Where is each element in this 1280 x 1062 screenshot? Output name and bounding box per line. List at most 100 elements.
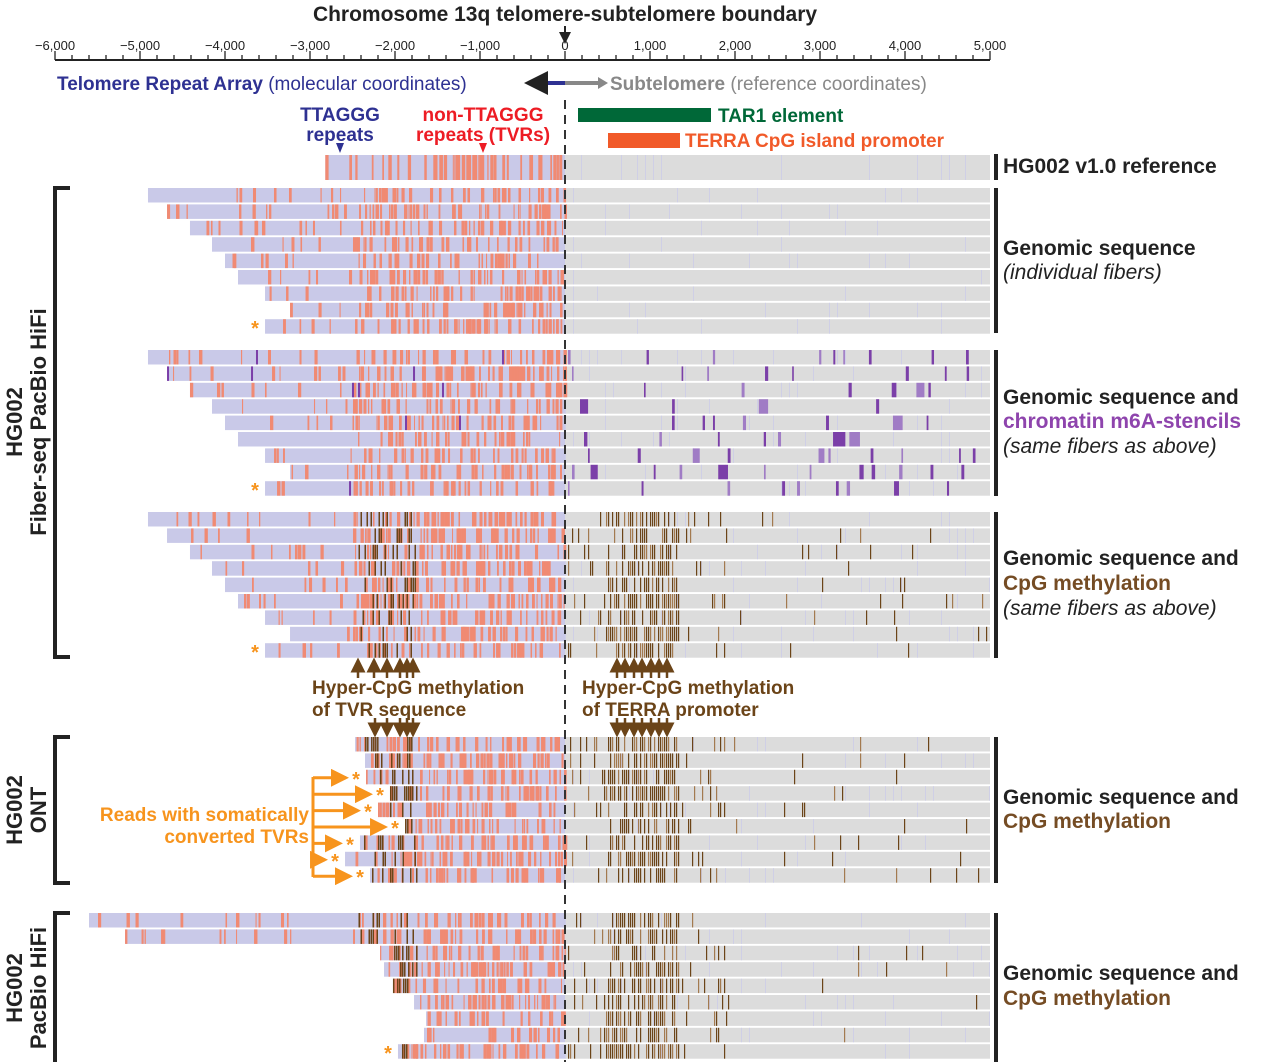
tvr-stripe [423,366,426,381]
faint-stripe [605,220,606,236]
cpg-stripe [406,594,408,609]
tvr-stripe [362,464,366,480]
subtelomere-segment [565,350,990,365]
tvr-stripe [479,913,482,928]
tvr-stripe [390,204,394,219]
cpg-stripe [656,610,658,625]
cpg-stripe [664,1027,666,1043]
tvr-stripe [401,286,404,301]
faint-stripe [765,561,766,576]
tvr-stripe [454,155,456,180]
m6a-stripe [946,481,950,496]
tvr-stripe [527,913,530,928]
asterisk-marker: * [391,818,399,840]
cpg-stripe [646,594,648,609]
tvr-stripe [487,155,489,180]
tvr-stripe [435,382,440,398]
tvr-stripe [447,544,451,560]
faint-stripe [645,945,646,961]
tvr-stripe [517,286,519,301]
faint-stripe [573,626,574,642]
cpg-stripe [654,737,656,752]
tvr-stripe [552,577,556,593]
tvr-stripe [383,382,386,398]
tvr-stripe [404,204,406,219]
cpg-stripe [656,802,658,818]
faint-stripe [837,448,838,463]
tvr-stripe [557,382,561,398]
tvr-stripe [529,561,533,576]
tvr-stripe [473,643,477,658]
faint-stripe [917,302,918,318]
tvr-stripe [350,448,352,463]
tvr-stripe [491,929,493,944]
tvr-stripe [444,366,446,381]
m6a-stripe [702,415,705,431]
ttaggg-label-2: repeats [306,125,374,146]
tvr-stripe [352,415,355,431]
tvr-stripe [421,415,424,431]
tvr-stripe [364,448,367,463]
cpg-stripe [362,610,364,625]
tvr-stripe [540,220,543,236]
m6a-stripe [679,464,683,480]
faint-stripe [701,319,702,334]
tvr-stripe [420,769,423,785]
faint-stripe [669,544,670,560]
cpg-stripe [722,995,724,1010]
faint-stripe [941,302,942,318]
faint-stripe [909,610,910,625]
m6a-stripe [961,464,965,480]
cpg-stripe [896,626,898,642]
tvr-stripe [518,366,520,381]
tvr-stripe [549,769,551,785]
cpg-stripe [716,868,718,883]
faint-stripe [757,835,758,850]
cpg-stripe [648,802,650,818]
tvr-stripe [356,512,358,527]
tvr-stripe [524,448,527,463]
cpg-stripe [664,561,666,576]
cpg-stripe [698,929,700,944]
tvr-stripe [365,528,367,543]
cpg-stripe [586,978,588,994]
tvr-stripe [522,366,526,381]
cpg-stripe [408,544,410,560]
cpg-stripe [586,737,588,752]
tvr-stripe [526,786,529,801]
tvr-stripe [503,626,506,642]
tvr-stripe [542,945,544,961]
tvr-stripe [550,481,554,496]
m6a-stripe [692,448,700,463]
cpg-stripe [708,512,710,527]
tvr-stripe [511,802,515,818]
tvr-stripe [500,626,503,642]
tvr-stripe [552,237,555,252]
tvr-stripe [495,415,497,431]
tvr-stripe [430,594,433,609]
faint-stripe [573,319,574,334]
faint-stripe [973,753,974,768]
m6a-stripe [646,350,649,365]
asterisk-marker: * [346,834,354,856]
tvr-stripe [463,155,466,180]
subtelomere-segment [565,577,990,593]
cpg-stripe [628,995,630,1010]
faint-stripe [965,237,966,252]
tvr-stripe [391,610,394,625]
cpg-stripe [406,753,409,768]
faint-stripe [917,188,918,203]
tvr-stripe [141,929,144,944]
tvr-stripe [355,399,358,414]
tvr-stripe [408,415,411,431]
tvr-stripe [428,929,431,944]
m6a-stripe [930,464,934,480]
tvr-stripe [456,1044,459,1059]
tvr-stripe [425,512,427,527]
faint-stripe [925,835,926,850]
tvr-stripe [388,577,392,593]
cpg-stripe [978,868,980,883]
tvr-stripe [513,204,515,219]
tvr-stripe [434,270,438,285]
tvr-stripe [457,399,460,414]
